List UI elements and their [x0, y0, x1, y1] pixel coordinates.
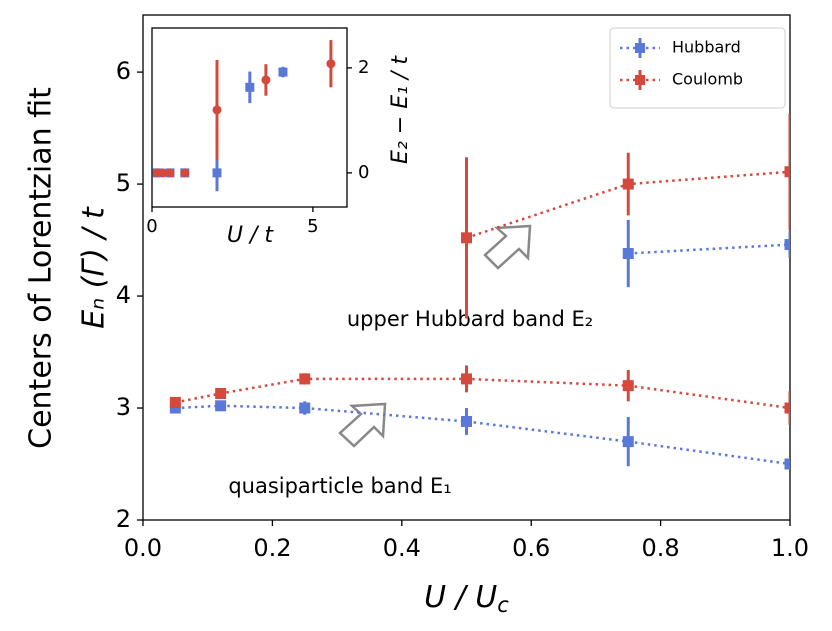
- inset-y-tick-label: 2: [358, 57, 369, 78]
- plot-area: [169, 113, 790, 470]
- inset-x-tick-label: 5: [307, 216, 318, 237]
- x-tick-label: 0.0: [124, 534, 162, 562]
- inset-x-axis-label: U / t: [227, 223, 275, 248]
- marker: [215, 400, 227, 412]
- inset-x-tick-label: 0: [146, 216, 157, 237]
- marker: [261, 75, 271, 85]
- y-tick-label: 4: [116, 281, 131, 309]
- marker: [215, 387, 227, 399]
- marker: [784, 239, 790, 251]
- marker: [461, 415, 472, 427]
- x-tick-label: 0.4: [383, 534, 421, 562]
- marker: [169, 396, 181, 408]
- arrow: [338, 402, 387, 448]
- inset-background: [152, 28, 347, 207]
- marker: [461, 373, 472, 385]
- marker: [180, 168, 190, 178]
- marker: [245, 82, 255, 92]
- axes-frame: [142, 14, 791, 521]
- x-tick-label: 0.2: [253, 534, 291, 562]
- y-tick-label: 3: [116, 393, 131, 421]
- marker: [622, 178, 634, 190]
- y-tick-label: 5: [116, 169, 131, 197]
- legend-label: Coulomb: [672, 70, 743, 89]
- legend-label: Hubbard: [672, 38, 741, 57]
- series-line: [628, 243, 790, 255]
- marker: [299, 373, 311, 385]
- y-tick-label: 2: [116, 505, 131, 533]
- marker: [635, 43, 645, 53]
- series-line: [175, 404, 790, 466]
- marker: [784, 458, 790, 470]
- marker: [784, 166, 790, 178]
- y-axis-label: Centers of Lorentzian fit: [24, 87, 59, 449]
- annotation: upper Hubbard band E₂: [347, 307, 593, 331]
- y-axis-label: Eₙ (Γ) / t: [77, 206, 112, 329]
- marker: [278, 67, 288, 77]
- marker: [784, 402, 790, 414]
- marker: [622, 436, 634, 448]
- inset-y-tick-label: 0: [358, 162, 369, 183]
- marker: [212, 168, 222, 178]
- marker: [326, 59, 336, 69]
- series-line: [175, 377, 790, 410]
- marker: [299, 402, 311, 414]
- y-tick-label: 6: [116, 57, 131, 85]
- annotation: quasiparticle band E₁: [228, 474, 451, 498]
- marker: [165, 168, 175, 178]
- x-tick-label: 0.8: [642, 534, 680, 562]
- x-axis-label: U / Uc: [424, 580, 509, 618]
- marker: [212, 105, 222, 115]
- inset-y-axis-label: E₂ − E₁ / t: [388, 55, 413, 164]
- inset-frame: [151, 27, 348, 208]
- marker: [622, 248, 634, 260]
- marker: [622, 380, 634, 392]
- marker: [461, 232, 472, 244]
- x-axis-label-sub: c: [497, 593, 509, 617]
- marker: [169, 402, 181, 414]
- marker: [635, 75, 645, 85]
- x-axis-label-main: U / U: [424, 580, 497, 615]
- x-tick-label: 1.0: [771, 534, 809, 562]
- arrow: [483, 224, 532, 270]
- x-tick-label: 0.6: [512, 534, 550, 562]
- marker: [158, 168, 168, 178]
- inset-plot-area: [152, 40, 336, 192]
